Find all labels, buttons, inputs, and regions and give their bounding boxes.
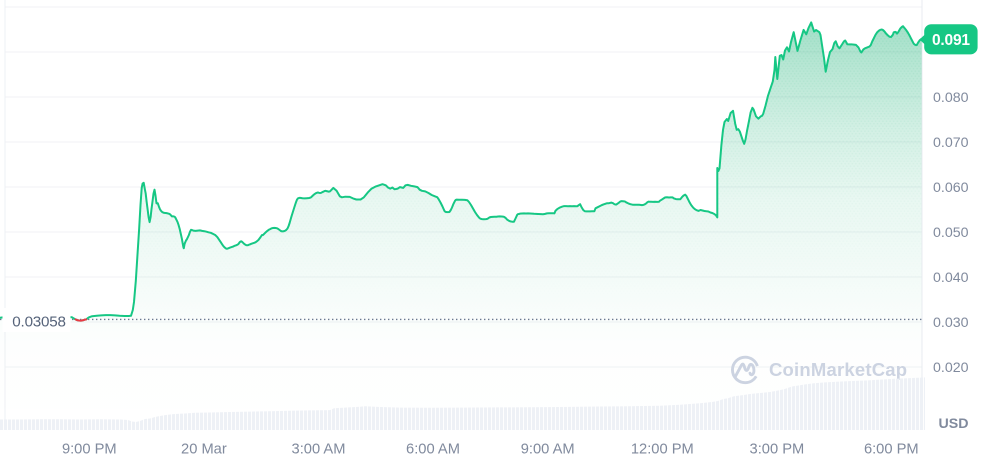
svg-text:12:00 PM: 12:00 PM	[631, 442, 694, 457]
svg-text:6:00 AM: 6:00 AM	[406, 442, 460, 457]
svg-text:0.080: 0.080	[933, 90, 969, 106]
svg-text:0.070: 0.070	[933, 135, 969, 151]
svg-text:0.060: 0.060	[933, 180, 969, 196]
svg-text:0.03058: 0.03058	[12, 314, 66, 331]
svg-text:USD: USD	[939, 416, 969, 432]
svg-text:9:00 PM: 9:00 PM	[62, 442, 117, 457]
svg-text:0.020: 0.020	[933, 360, 969, 376]
svg-text:3:00 AM: 3:00 AM	[292, 442, 346, 457]
svg-text:0.040: 0.040	[933, 270, 969, 286]
svg-text:0.030: 0.030	[933, 315, 969, 331]
svg-text:0.091: 0.091	[932, 32, 970, 49]
svg-text:9:00 AM: 9:00 AM	[521, 442, 575, 457]
svg-text:6:00 PM: 6:00 PM	[864, 442, 919, 457]
svg-text:3:00 PM: 3:00 PM	[750, 442, 805, 457]
svg-text:CoinMarketCap: CoinMarketCap	[769, 359, 907, 380]
svg-text:0.050: 0.050	[933, 225, 969, 241]
svg-text:20 Mar: 20 Mar	[181, 442, 227, 457]
